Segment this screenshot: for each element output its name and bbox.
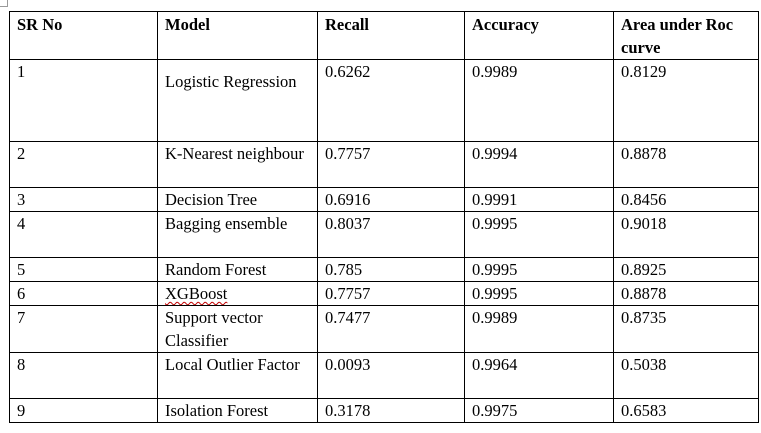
cell-auc: 0.8925 — [613, 257, 759, 282]
cell-sr: 2 — [9, 141, 158, 188]
table-row: 6 XGBoost 0.7757 0.9995 0.8878 — [9, 281, 759, 306]
cell-sr: 7 — [9, 305, 158, 353]
table-row: 1 Logistic Regression 0.6262 0.9989 0.81… — [9, 59, 759, 142]
cell-auc: 0.8878 — [613, 141, 759, 188]
cell-recall: 0.0093 — [317, 352, 465, 399]
table-header-row: SR No Model Recall Accuracy Area under R… — [9, 11, 759, 60]
cell-model-text: XGBoost — [165, 284, 228, 303]
table-row: 4 Bagging ensemble 0.8037 0.9995 0.9018 — [9, 211, 759, 258]
cell-accuracy: 0.9995 — [464, 281, 614, 306]
header-accuracy: Accuracy — [464, 11, 614, 60]
cell-accuracy: 0.9964 — [464, 352, 614, 399]
cell-accuracy: 0.9991 — [464, 187, 614, 212]
cell-accuracy: 0.9995 — [464, 257, 614, 282]
cell-auc: 0.5038 — [613, 352, 759, 399]
cell-auc: 0.8735 — [613, 305, 759, 353]
cell-recall: 0.3178 — [317, 398, 465, 423]
table-row: 2 K-Nearest neighbour 0.7757 0.9994 0.88… — [9, 141, 759, 188]
cell-auc: 0.9018 — [613, 211, 759, 258]
cell-sr: 8 — [9, 352, 158, 399]
cell-auc: 0.6583 — [613, 398, 759, 423]
cell-accuracy: 0.9975 — [464, 398, 614, 423]
table-row: 9 Isolation Forest 0.3178 0.9975 0.6583 — [9, 398, 759, 423]
cell-accuracy: 0.9989 — [464, 305, 614, 353]
cell-model: Random Forest — [157, 257, 318, 282]
cell-recall: 0.6916 — [317, 187, 465, 212]
table-row: 3 Decision Tree 0.6916 0.9991 0.8456 — [9, 187, 759, 212]
cell-recall: 0.7757 — [317, 141, 465, 188]
table-row: 7 Support vector Classifier 0.7477 0.998… — [9, 305, 759, 353]
cell-model: Decision Tree — [157, 187, 318, 212]
cell-sr: 5 — [9, 257, 158, 282]
cell-auc: 0.8456 — [613, 187, 759, 212]
cell-sr: 1 — [9, 59, 158, 142]
table-row: 5 Random Forest 0.785 0.9995 0.8925 — [9, 257, 759, 282]
cell-model: K-Nearest neighbour — [157, 141, 318, 188]
cell-accuracy: 0.9994 — [464, 141, 614, 188]
cell-model: Logistic Regression — [157, 59, 318, 142]
cell-recall: 0.785 — [317, 257, 465, 282]
cell-sr: 9 — [9, 398, 158, 423]
cell-auc: 0.8129 — [613, 59, 759, 142]
cell-sr: 4 — [9, 211, 158, 258]
cell-model: Isolation Forest — [157, 398, 318, 423]
cell-model: Support vector Classifier — [157, 305, 318, 353]
results-table: SR No Model Recall Accuracy Area under R… — [9, 11, 759, 423]
cell-model: Local Outlier Factor — [157, 352, 318, 399]
cell-recall: 0.8037 — [317, 211, 465, 258]
cell-model: Bagging ensemble — [157, 211, 318, 258]
header-recall: Recall — [317, 11, 465, 60]
cell-recall: 0.7477 — [317, 305, 465, 353]
corner-mark — [0, 0, 8, 7]
cell-model: XGBoost — [157, 281, 318, 306]
cell-accuracy: 0.9995 — [464, 211, 614, 258]
table-row: 8 Local Outlier Factor 0.0093 0.9964 0.5… — [9, 352, 759, 399]
cell-sr: 6 — [9, 281, 158, 306]
header-model: Model — [157, 11, 318, 60]
cell-auc: 0.8878 — [613, 281, 759, 306]
cell-sr: 3 — [9, 187, 158, 212]
header-sr-no: SR No — [9, 11, 158, 60]
cell-recall: 0.6262 — [317, 59, 465, 142]
cell-recall: 0.7757 — [317, 281, 465, 306]
header-auc: Area under Roc curve — [613, 11, 759, 60]
cell-accuracy: 0.9989 — [464, 59, 614, 142]
cell-model-text: Logistic Regression — [165, 72, 297, 91]
